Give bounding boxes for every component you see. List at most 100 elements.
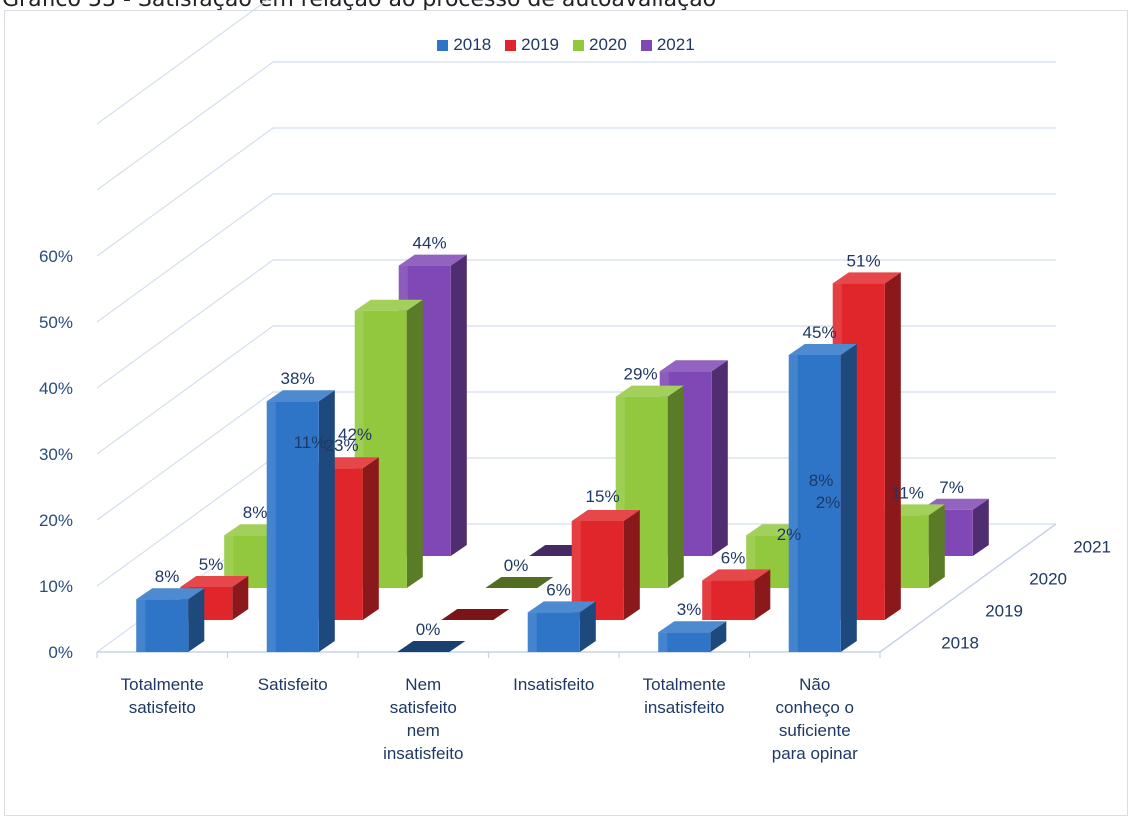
bar-front [788, 355, 841, 652]
bar-highlight [224, 535, 234, 588]
x-tick-label-line: suficiente [779, 721, 851, 740]
depth-label: 2021 [1073, 537, 1111, 556]
bar-side [232, 576, 249, 620]
data-label: 38% [281, 369, 315, 388]
x-tick-label-line: Nem [405, 675, 441, 694]
x-tick-label-line: para opinar [772, 744, 858, 763]
bar-side [406, 299, 423, 588]
bar-top [180, 576, 249, 587]
bar-highlight [136, 599, 146, 652]
x-tick-label: Insatisfeito [513, 675, 594, 694]
depth-axis-line [879, 523, 1057, 653]
y-tick-label: 40% [39, 379, 73, 398]
bar [136, 588, 205, 652]
chart-legend: 2018 2019 2020 2021 [0, 35, 1132, 55]
bar [702, 569, 771, 620]
bar-top [527, 601, 596, 613]
bar-top [397, 641, 466, 652]
depth-label: 2020 [1029, 569, 1067, 588]
y-tick-label: 0% [48, 643, 73, 662]
bar-side [623, 510, 640, 620]
data-label: 3% [677, 600, 702, 619]
data-label: 44% [413, 234, 447, 253]
bar-front [658, 632, 711, 652]
data-label: 51% [847, 251, 881, 270]
y-tick-label: 20% [39, 511, 73, 530]
x-tick-label: Não conheço o suficiente para opinar [772, 675, 858, 763]
data-label: 6% [721, 548, 746, 567]
legend-swatch [437, 39, 449, 51]
bar-side [362, 457, 379, 620]
x-tick-label: Satisfeito [258, 675, 328, 694]
bar-highlight [788, 355, 798, 652]
bar-highlight [527, 612, 537, 652]
legend-swatch [505, 39, 517, 51]
gridline [96, 61, 1056, 191]
legend-swatch [640, 39, 652, 51]
legend-swatch [573, 39, 584, 51]
x-tick-label-line: Totalmente [643, 675, 726, 694]
x-tick-label-line: insatisfeito [644, 698, 724, 717]
bar [527, 601, 596, 652]
gridline [96, 127, 1056, 257]
bar-top [658, 621, 727, 633]
bar-top [485, 577, 554, 588]
y-tick-label: 60% [39, 247, 73, 266]
bar-highlight [571, 521, 581, 620]
y-tick-label: 50% [39, 313, 73, 332]
legend-label: 2018 [453, 35, 492, 54]
bar-front [266, 401, 319, 652]
bar-top [788, 344, 857, 355]
bar-side [884, 272, 901, 620]
legend-item-2018: 2018 [437, 35, 491, 55]
legend-item-2021: 2021 [640, 35, 695, 55]
data-label: 0% [416, 620, 441, 639]
data-label: 5% [199, 555, 224, 574]
bar [485, 577, 554, 588]
bar-top [266, 390, 335, 402]
bars [136, 254, 989, 652]
chart-frame [4, 10, 1128, 816]
data-labels: 8% 38% 0% 6% 3% 45% 5% 23% 6% 51% 8% 0% 11% 44% 8% 7% 11… [155, 234, 964, 639]
data-label: 2% [777, 525, 802, 544]
bar-side [188, 588, 205, 652]
data-label: 15% [586, 487, 620, 506]
x-tick-label-line: satisfeito [390, 698, 457, 717]
bar-front [224, 535, 277, 588]
data-label: 11% [891, 483, 924, 502]
bar-side [318, 390, 335, 652]
bar-side [710, 621, 727, 652]
legend-label: 2021 [656, 35, 695, 54]
x-tick-label: Totalmente satisfeito [121, 675, 204, 717]
x-tick-label: Totalmente insatisfeito [643, 675, 726, 717]
data-label: 7% [939, 478, 964, 497]
data-label: 0% [504, 556, 529, 575]
bar-top [441, 609, 510, 620]
x-tick-label-line: satisfeito [129, 698, 196, 717]
legend-item-2019: 2019 [505, 35, 559, 55]
bar-front [527, 612, 580, 652]
bar-highlight [702, 580, 712, 620]
data-label: 42% [338, 425, 372, 444]
legend-label: 2019 [521, 35, 559, 54]
bar [266, 390, 335, 652]
bar-side [667, 385, 684, 588]
page-title: Gráfico 53 - Satisfação em relação ao pr… [2, 0, 716, 12]
bar [658, 621, 727, 652]
bar-top [571, 510, 640, 521]
bar-top [659, 360, 728, 372]
bar [397, 641, 466, 652]
bar-side [579, 601, 596, 652]
bar [571, 510, 640, 620]
gridline [96, 193, 1056, 323]
data-label: 23% [325, 436, 359, 455]
bar [788, 344, 857, 652]
y-tick-label: 30% [39, 445, 73, 464]
gridline [96, 0, 269, 125]
bar-highlight [658, 632, 668, 652]
bar [441, 609, 510, 620]
axes: 0% 10% 20% 30% 40% 50% 60% Totalmente satisfeito… [39, 247, 1111, 763]
bar-top [136, 588, 205, 600]
gridline [96, 325, 1056, 455]
